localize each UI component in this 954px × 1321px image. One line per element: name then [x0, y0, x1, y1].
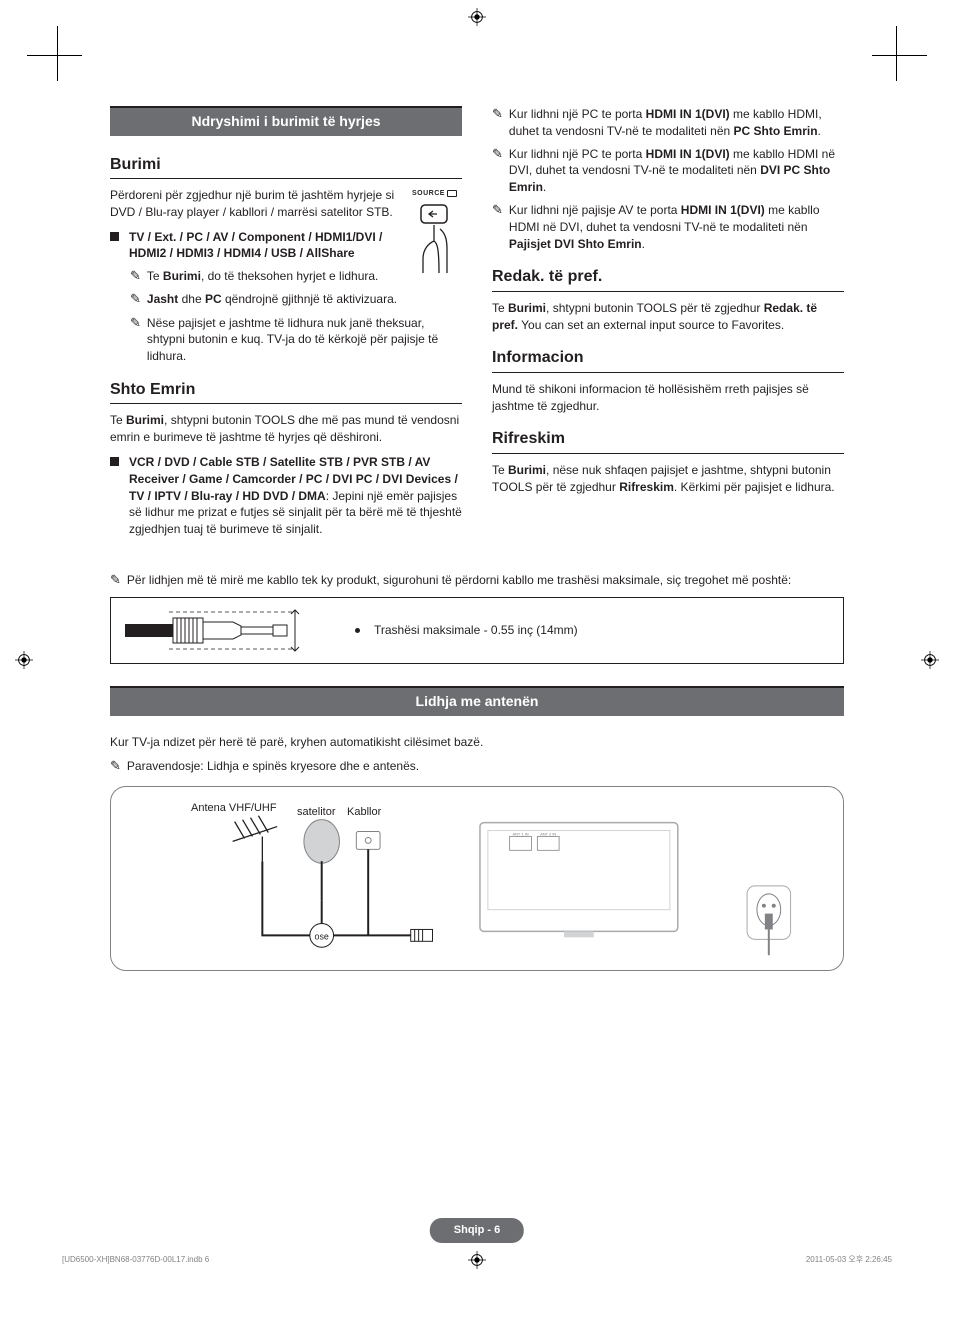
- antenna-diagram: Antena VHF/UHF satelitor Kabllor ose: [110, 786, 844, 971]
- reg-mark-left: [15, 651, 33, 669]
- label-sat: satelitor: [297, 805, 336, 820]
- rifreskim-text: Te Burimi, nëse nuk shfaqen pajisjet e j…: [492, 462, 844, 496]
- crop-tr-v: [896, 26, 897, 81]
- burimi-intro: Përdoreni për zgjedhur një burim të jash…: [110, 187, 402, 221]
- heading-redak: Redak. të pref.: [492, 266, 844, 291]
- note-hdmi-3: Kur lidhni një pajisje AV te porta HDMI …: [492, 202, 844, 252]
- note-burimi: Te Burimi, do të theksohen hyrjet e lidh…: [130, 268, 399, 285]
- heading-shto: Shto Emrin: [110, 379, 462, 404]
- heading-info: Informacion: [492, 347, 844, 372]
- label-or: ose: [315, 931, 329, 941]
- note-hdmi-2: Kur lidhni një PC te porta HDMI IN 1(DVI…: [492, 146, 844, 196]
- antenna-intro: Kur TV-ja ndizet për herë të parë, kryhe…: [110, 734, 844, 751]
- note-cable-thickness: Për lidhjen më të mirë me kabllo tek ky …: [110, 572, 844, 589]
- cable-diagram-box: Trashësi maksimale - 0.55 inç (14mm): [110, 597, 844, 664]
- label-cable: Kabllor: [347, 805, 381, 820]
- footer-file-path: [UD6500-XH]BN68-03776D-00L17.indb 6: [62, 1254, 209, 1265]
- section-bar-antenna: Lidhja me antenën: [110, 686, 844, 716]
- crop-tl-v: [57, 26, 58, 81]
- shto-intro: Te Burimi, shtypni butonin TOOLS dhe më …: [110, 412, 462, 446]
- source-remote-icon: SOURCE: [407, 189, 462, 279]
- cable-connector-icon: [125, 608, 325, 653]
- bullet-tv-sources: TV / Ext. / PC / AV / Component / HDMI1/…: [110, 229, 399, 263]
- crop-tr: [872, 55, 927, 56]
- reg-mark-bottom: [468, 1251, 486, 1269]
- label-vhf: Antena VHF/UHF: [191, 801, 277, 816]
- heading-burimi: Burimi: [110, 154, 462, 179]
- bullet-vcr: VCR / DVD / Cable STB / Satellite STB / …: [110, 454, 462, 538]
- crop-tl: [27, 55, 82, 56]
- redak-text: Te Burimi, shtypni butonin TOOLS për të …: [492, 300, 844, 334]
- note-jasht: Jasht dhe PC qëndrojnë gjithnjë të aktiv…: [130, 291, 462, 308]
- svg-text:ANT 1 IN: ANT 1 IN: [512, 831, 528, 836]
- info-text: Mund të shikoni informacion të hollësish…: [492, 381, 844, 415]
- reg-mark-top: [468, 8, 486, 26]
- section-bar-source: Ndryshimi i burimit të hyrjes: [110, 106, 462, 136]
- cable-spec: Trashësi maksimale - 0.55 inç (14mm): [355, 622, 578, 639]
- note-hdmi-1: Kur lidhni një PC te porta HDMI IN 1(DVI…: [492, 106, 844, 140]
- footer-page-pill: Shqip - 6: [430, 1218, 524, 1243]
- note-antenna-preset: Paravendosje: Lidhja e spinës kryesore d…: [110, 758, 844, 775]
- bullet-tv-text: TV / Ext. / PC / AV / Component / HDMI1/…: [129, 229, 399, 263]
- svg-text:ANT 2 IN: ANT 2 IN: [540, 831, 556, 836]
- reg-mark-right: [921, 651, 939, 669]
- note-nese: Nëse pajisjet e jashtme të lidhura nuk j…: [130, 315, 462, 365]
- footer-timestamp: 2011-05-03 오후 2:26:45: [806, 1254, 892, 1265]
- heading-rifreskim: Rifreskim: [492, 428, 844, 453]
- source-label-text: SOURCE: [412, 189, 445, 199]
